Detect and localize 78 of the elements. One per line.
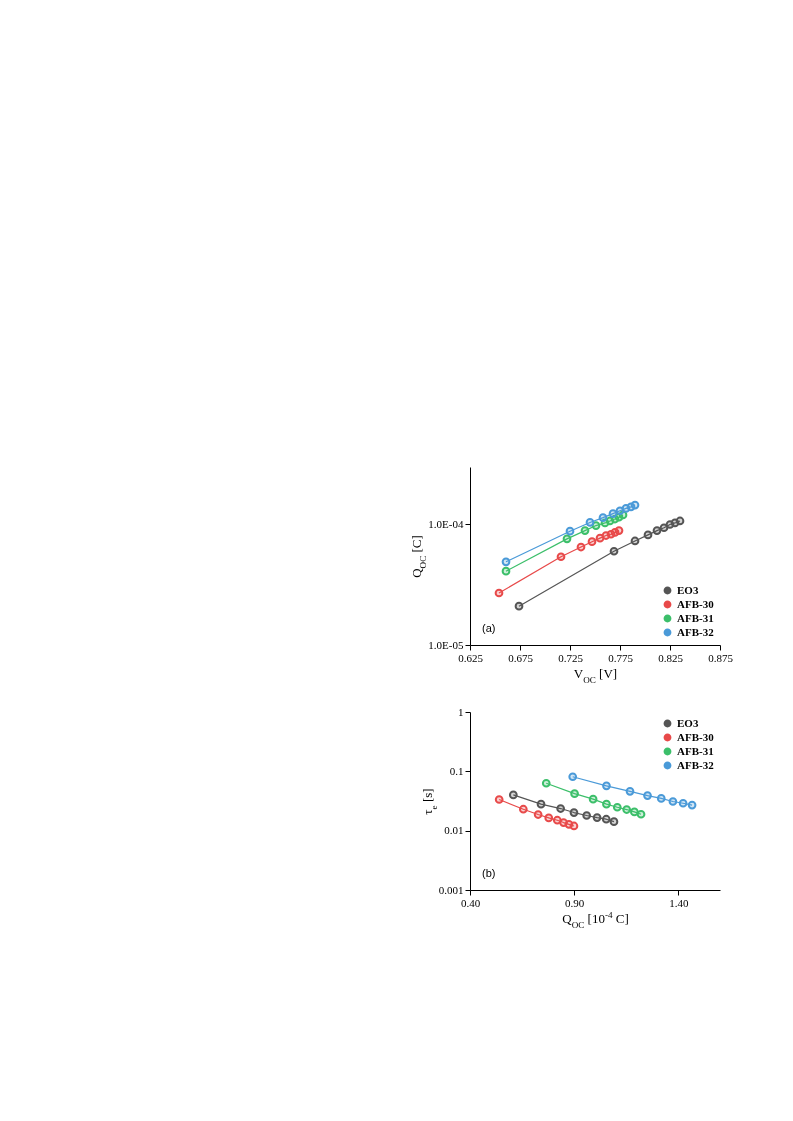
annotation: (b) [482, 867, 496, 879]
point [533, 810, 543, 819]
point [652, 526, 662, 535]
point [609, 546, 619, 556]
point [588, 794, 598, 804]
legend-label: AFB-31 [677, 744, 714, 757]
point [591, 521, 601, 530]
point [508, 790, 518, 800]
y-tick-label: 0.1 [449, 764, 464, 777]
legend-label: EO3 [677, 583, 699, 596]
point [494, 588, 504, 598]
point [570, 789, 579, 799]
point [541, 778, 551, 788]
point [643, 791, 652, 800]
point [636, 809, 646, 819]
point [612, 802, 622, 812]
legend-label: AFB-30 [677, 730, 715, 743]
point [668, 797, 678, 806]
point [536, 799, 546, 809]
point [544, 813, 554, 823]
point [630, 500, 640, 510]
legend-label: AFB-32 [677, 758, 715, 771]
point [565, 526, 575, 536]
point [569, 821, 579, 831]
y-tick-label: 0.01 [444, 824, 464, 837]
x-axis-title: V$_{OC}$ [V] [573, 665, 618, 685]
y-tick-label: 1.0E-04 [428, 518, 464, 530]
x-tick-label: 0.825 [658, 651, 684, 664]
point [569, 808, 579, 817]
point [494, 795, 504, 804]
point [587, 537, 597, 547]
legend-label: AFB-32 [677, 625, 715, 638]
point [518, 804, 528, 814]
point [625, 787, 635, 796]
point [643, 530, 653, 540]
annotation: (a) [482, 622, 496, 634]
x-tick-label: 0.675 [508, 651, 534, 664]
point [568, 772, 578, 782]
point [514, 601, 524, 611]
point [602, 799, 611, 809]
point [501, 566, 511, 576]
legend-label: AFB-31 [677, 611, 714, 624]
point [562, 534, 572, 544]
legend-label: AFB-30 [677, 597, 715, 610]
point [614, 526, 624, 535]
x-tick-label: 0.90 [565, 896, 585, 909]
legend-label: EO3 [677, 716, 699, 729]
point [630, 536, 640, 546]
point [630, 807, 639, 817]
point [592, 813, 602, 822]
point [582, 811, 592, 820]
x-tick-label: 0.625 [458, 651, 484, 664]
point [687, 800, 697, 810]
point [585, 518, 595, 527]
point [656, 794, 666, 803]
point [659, 523, 669, 533]
y-tick-label: 1 [458, 705, 464, 718]
point [608, 509, 618, 519]
x-axis-title: Q$_{OC}$ [10$^{-4}$ C] [562, 909, 629, 930]
point [675, 516, 685, 526]
point [556, 804, 565, 813]
x-tick-label: 0.40 [460, 896, 481, 909]
y-tick-label: 0.001 [438, 883, 464, 896]
y-tick-label: 1.0E-05 [428, 638, 464, 651]
point [501, 557, 511, 567]
x-tick-label: 0.875 [708, 651, 734, 664]
point [556, 552, 566, 562]
point [598, 513, 608, 522]
point [601, 814, 611, 824]
point [580, 526, 590, 535]
point [609, 817, 619, 826]
x-tick-label: 1.40 [669, 896, 689, 909]
point [678, 798, 688, 808]
x-tick-label: 0.775 [608, 651, 634, 664]
x-tick-label: 0.725 [558, 651, 584, 664]
point [576, 542, 586, 552]
point [622, 805, 632, 814]
point [602, 781, 611, 791]
